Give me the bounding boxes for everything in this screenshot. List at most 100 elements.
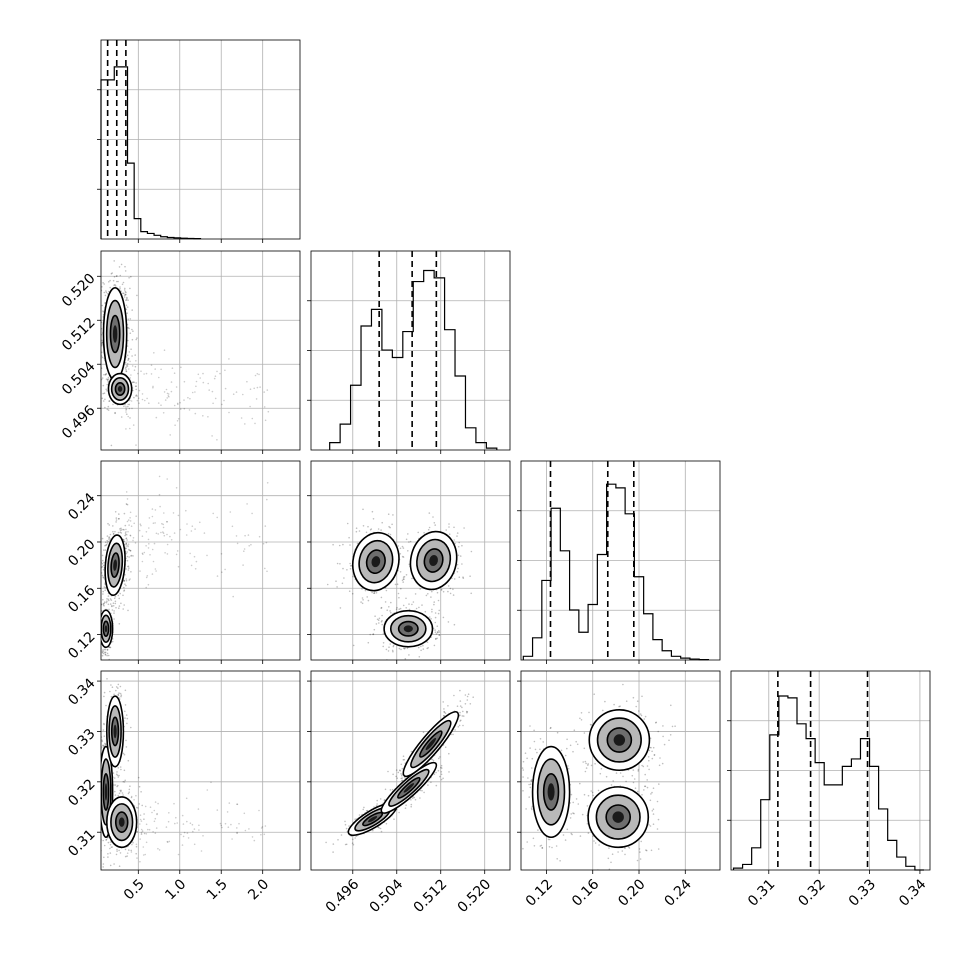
sample-point (115, 519, 118, 521)
sample-point (262, 542, 265, 545)
sample-point (390, 601, 392, 604)
sample-point (99, 627, 101, 629)
sample-point (118, 774, 120, 777)
sample-point (434, 612, 437, 614)
sample-point (345, 827, 348, 830)
sample-point (423, 791, 425, 794)
sample-point (131, 381, 134, 384)
sample-point (380, 830, 383, 833)
sample-point (125, 543, 128, 546)
sample-point (124, 524, 127, 527)
sample-point (119, 274, 122, 277)
sample-point (125, 528, 127, 531)
sample-point (129, 360, 131, 363)
sample-point (389, 643, 392, 645)
sample-point (402, 647, 405, 649)
sample-point (103, 602, 105, 605)
sample-point (106, 379, 109, 382)
sample-point (456, 535, 458, 537)
sample-point (153, 352, 155, 354)
sample-point (254, 374, 257, 377)
sample-point (404, 647, 406, 649)
sample-point (261, 826, 264, 828)
sample-point (193, 555, 196, 558)
sample-point (99, 286, 101, 288)
sample-point (470, 592, 473, 595)
sample-point (266, 498, 268, 501)
scatter-panel-3-1 (307, 670, 511, 874)
sample-point (442, 777, 444, 780)
sample-point (114, 284, 116, 286)
sample-point (470, 550, 473, 553)
sample-point (440, 766, 442, 769)
sample-point (457, 726, 460, 728)
sample-point (103, 856, 105, 859)
sample-point (170, 381, 173, 383)
sample-point (109, 843, 112, 846)
sample-point (152, 522, 155, 524)
sample-point (127, 318, 129, 321)
sample-point (435, 637, 437, 640)
sample-point (387, 650, 390, 652)
sample-point (102, 598, 104, 601)
sample-point (129, 785, 131, 787)
sample-point (99, 636, 101, 638)
sample-point (150, 364, 153, 367)
sample-point (154, 801, 157, 803)
sample-point (467, 693, 470, 695)
sample-point (125, 409, 127, 411)
sample-point (360, 601, 362, 603)
sample-point (124, 689, 127, 692)
sample-point (103, 723, 105, 726)
sample-point (378, 827, 381, 829)
sample-point (202, 372, 204, 375)
sample-point (139, 823, 141, 825)
sample-point (253, 839, 256, 842)
sample-point (135, 444, 137, 446)
sample-point (256, 386, 259, 389)
sample-point (427, 528, 430, 531)
sample-point (384, 788, 387, 791)
sample-point (258, 809, 260, 812)
sample-point (103, 735, 106, 737)
sample-point (362, 525, 365, 527)
sample-point (106, 535, 109, 537)
sample-point (385, 589, 388, 592)
sample-point (166, 521, 168, 523)
sample-point (140, 828, 143, 831)
sample-point (123, 294, 126, 297)
sample-point (124, 855, 127, 858)
sample-point (99, 624, 101, 626)
sample-point (102, 568, 105, 571)
sample-point (120, 694, 123, 696)
sample-point (131, 407, 133, 410)
sample-point (125, 370, 127, 372)
sample-point (101, 537, 104, 540)
sample-point (140, 524, 142, 527)
sample-point (236, 831, 238, 834)
sample-point (125, 547, 127, 550)
sample-point (438, 757, 440, 760)
sample-point (105, 601, 108, 604)
sample-point (108, 524, 111, 526)
sample-point (101, 304, 104, 307)
sample-point (361, 597, 364, 599)
sample-point (99, 768, 101, 770)
sample-point (123, 604, 125, 606)
sample-point (401, 779, 403, 782)
sample-point (102, 839, 104, 842)
sample-point (128, 351, 131, 353)
density-contour (106, 695, 125, 768)
sample-point (332, 851, 334, 853)
sample-point (144, 399, 146, 402)
sample-point (229, 511, 232, 513)
sample-point (126, 363, 129, 365)
sample-point (435, 784, 438, 787)
sample-point (132, 330, 134, 333)
sample-point (236, 803, 239, 806)
sample-point (123, 540, 125, 543)
sample-point (162, 531, 164, 533)
sample-point (135, 852, 137, 855)
sample-point (373, 592, 375, 594)
sample-point (463, 527, 465, 529)
